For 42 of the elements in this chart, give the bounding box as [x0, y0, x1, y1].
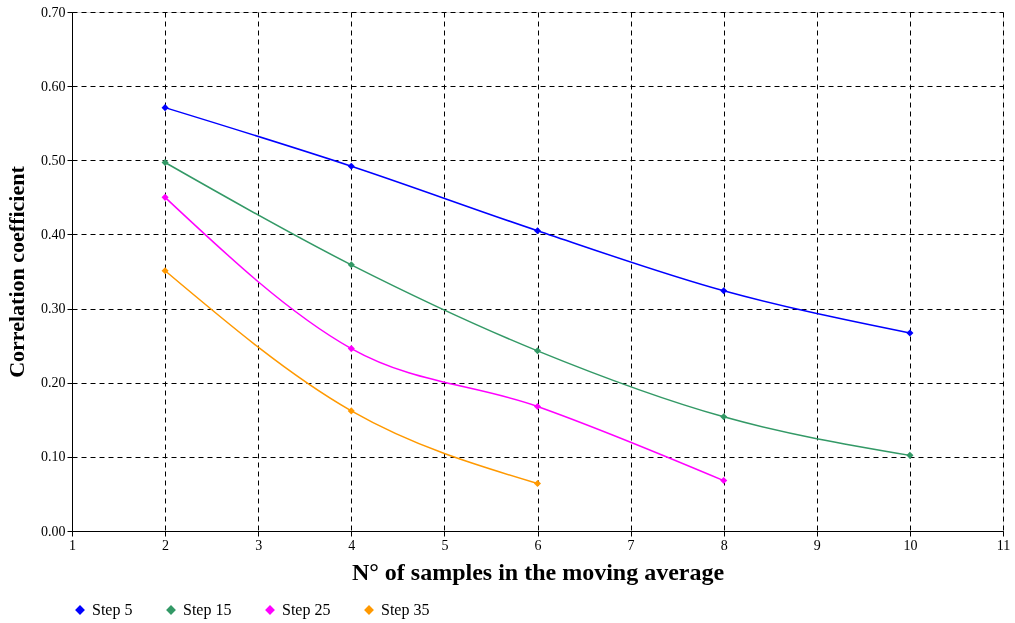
legend-label: Step 5 [92, 601, 133, 619]
point [720, 477, 728, 485]
point [533, 402, 542, 410]
y-tick-label: 0.10 [41, 449, 66, 465]
y-tick-label: 0.60 [41, 78, 66, 94]
point [720, 287, 728, 295]
x-tick-label: 9 [813, 537, 821, 553]
y-axis-title: Correlation coefficient [4, 165, 29, 378]
x-tick-label: 5 [441, 537, 449, 553]
x-tick-label: 6 [534, 537, 542, 553]
x-tick-label: 7 [627, 537, 635, 553]
point [533, 347, 542, 355]
x-tick-label: 3 [255, 537, 263, 553]
point [161, 267, 169, 275]
legend-label: Step 25 [282, 601, 331, 619]
y-tick-label: 0.70 [41, 4, 66, 20]
point [347, 407, 355, 415]
y-tick-label: 0.50 [41, 152, 66, 168]
point [347, 162, 355, 170]
x-tick-label: 4 [348, 537, 356, 553]
point [906, 329, 914, 337]
point [720, 413, 728, 421]
point [347, 261, 355, 269]
point [161, 158, 169, 167]
y-tick-label: 0.00 [41, 523, 66, 539]
legend-label: Step 35 [381, 601, 430, 619]
y-tick-label: 0.40 [41, 226, 66, 242]
x-tick-label: 10 [903, 537, 918, 553]
x-tick-label: 2 [162, 537, 170, 553]
y-tick-label: 0.20 [41, 375, 66, 391]
point [161, 104, 169, 112]
x-tick-label: 11 [996, 537, 1011, 553]
point [906, 451, 914, 459]
x-tick-label: 8 [720, 537, 728, 553]
point [533, 480, 542, 488]
point [161, 193, 169, 201]
y-tick-label: 0.30 [41, 301, 66, 317]
point [533, 227, 542, 235]
point [347, 345, 355, 353]
x-tick-label: 1 [69, 537, 76, 553]
legend-label: Step 15 [183, 601, 232, 619]
x-axis-title: N° of samples in the moving average [351, 558, 725, 585]
